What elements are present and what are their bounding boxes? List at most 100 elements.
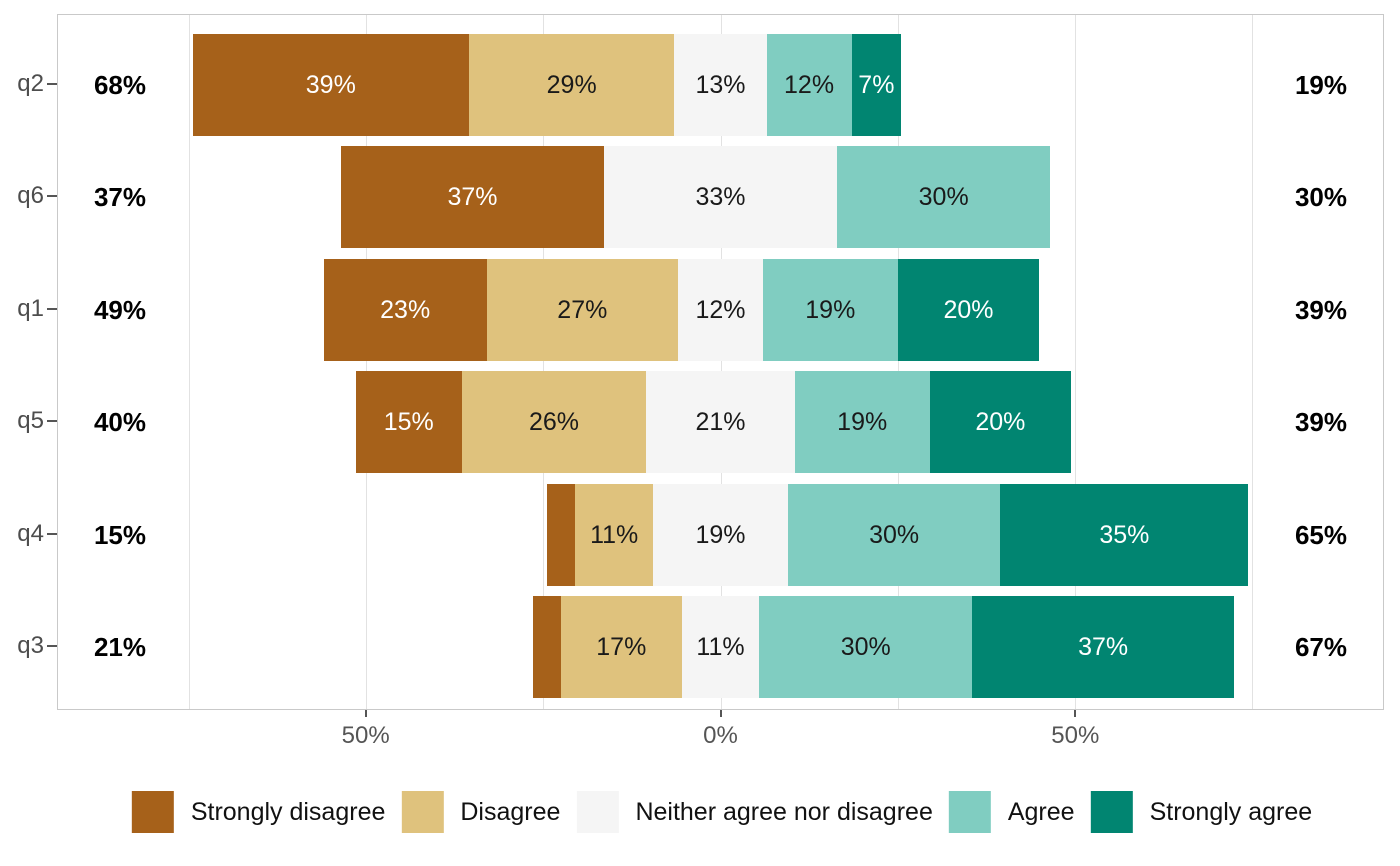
x-axis-tick [364, 710, 367, 717]
x-axis-tick [719, 710, 722, 717]
segment-agree: 12% [766, 34, 852, 136]
segment-value-label: 11% [590, 521, 639, 549]
segment-agree: 30% [837, 146, 1050, 248]
segment-value-label: 20% [943, 296, 994, 324]
segment-neither-agree-nor-disagree: 33% [603, 146, 838, 248]
segment-agree: 30% [759, 596, 973, 698]
segment-value-label: 19% [837, 408, 888, 436]
segment-value-label: 11% [696, 633, 745, 661]
segment-disagree: 29% [468, 34, 675, 136]
row-right-total: 30% [1294, 182, 1348, 212]
bar-row-q2: 68% 19% 39% 29% 13% 12% 7% [58, 34, 1383, 136]
segment-value-label: 27% [557, 296, 608, 324]
legend-label: Disagree [460, 797, 561, 826]
segment-value-label: 33% [695, 183, 746, 211]
segment-neither-agree-nor-disagree: 12% [677, 259, 763, 361]
segment-strongly-agree: 37% [972, 596, 1235, 698]
gridline [366, 15, 368, 709]
segment-value-label: 30% [869, 521, 920, 549]
segment-value-label: 23% [380, 296, 431, 324]
y-axis-label-q2: q2 [17, 70, 44, 97]
segment-strongly-disagree: 15% [355, 371, 462, 473]
legend-label: Neither agree nor disagree [635, 797, 933, 826]
y-axis-label-q4: q4 [17, 520, 44, 547]
gridline [720, 15, 722, 709]
legend-swatch [576, 791, 619, 833]
gridline [1074, 15, 1076, 709]
row-left-total: 68% [93, 70, 147, 100]
segment-strongly-disagree [532, 596, 562, 698]
segment-strongly-agree: 7% [851, 34, 902, 136]
segment-value-label: 26% [528, 408, 579, 436]
y-axis-tick [47, 308, 57, 310]
segment-agree: 19% [794, 371, 930, 473]
segment-strongly-agree: 35% [1000, 484, 1249, 586]
segment-disagree: 27% [486, 259, 678, 361]
gridline [897, 15, 899, 709]
bar-row-q1: 49% 39% 23% 27% 12% 19% 20% [58, 259, 1383, 361]
segment-agree: 30% [787, 484, 1001, 586]
x-axis-tick-label: 0% [703, 722, 738, 749]
bar-row-q4: 15% 65% 11% 19% 30% 35% [58, 484, 1383, 586]
segment-value-label: 15% [383, 408, 434, 436]
legend-swatch [1090, 791, 1133, 833]
row-left-total: 49% [93, 295, 147, 325]
segment-neither-agree-nor-disagree: 11% [681, 596, 760, 698]
segment-value-label: 21% [695, 408, 746, 436]
legend-swatch [131, 791, 174, 833]
row-left-total: 37% [93, 182, 147, 212]
segment-strongly-disagree [546, 484, 576, 586]
segment-disagree: 11% [575, 484, 654, 586]
segment-strongly-agree: 20% [929, 371, 1072, 473]
legend-label: Strongly disagree [190, 797, 386, 826]
legend-label: Agree [1007, 797, 1075, 826]
y-axis-tick [47, 83, 57, 85]
row-right-total: 65% [1294, 520, 1348, 550]
row-right-total: 19% [1294, 70, 1348, 100]
y-axis-label-q3: q3 [17, 632, 44, 659]
legend: Strongly disagree Disagree Neither agree n… [131, 791, 1313, 833]
segment-disagree: 17% [561, 596, 682, 698]
segment-value-label: 19% [805, 296, 856, 324]
x-axis-tick [1074, 710, 1077, 717]
segment-value-label: 39% [305, 71, 356, 99]
segment-strongly-disagree: 39% [192, 34, 469, 136]
row-left-total: 15% [93, 520, 147, 550]
segment-disagree: 26% [461, 371, 647, 473]
segment-value-label: 35% [1099, 521, 1150, 549]
segment-value-label: 19% [695, 521, 746, 549]
y-axis-label-q5: q5 [17, 407, 44, 434]
segment-value-label: 29% [546, 71, 597, 99]
row-left-total: 21% [93, 632, 147, 662]
segment-value-label: 30% [918, 183, 969, 211]
y-axis-tick [47, 645, 57, 647]
segment-neither-agree-nor-disagree: 21% [646, 371, 795, 473]
gridline [189, 15, 191, 709]
legend-swatch [401, 791, 444, 833]
segment-strongly-agree: 20% [897, 259, 1040, 361]
legend-label: Strongly agree [1149, 797, 1313, 826]
gridline [543, 15, 545, 709]
segment-value-label: 7% [858, 71, 895, 99]
segment-agree: 19% [763, 259, 898, 361]
segment-value-label: 37% [447, 183, 498, 211]
x-axis-tick-label: 50% [1051, 722, 1100, 749]
gridline [1251, 15, 1253, 709]
segment-value-label: 12% [695, 296, 746, 324]
bar-row-q5: 40% 39% 15% 26% 21% 19% 20% [58, 371, 1383, 473]
bar-row-q6: 37% 30% 37% 33% 30% [58, 146, 1383, 248]
legend-item-disagree: Disagree [401, 791, 560, 833]
y-axis-tick [47, 420, 57, 422]
legend-swatch [948, 791, 991, 833]
segment-value-label: 20% [975, 408, 1026, 436]
row-right-total: 67% [1294, 632, 1348, 662]
row-right-total: 39% [1294, 295, 1348, 325]
legend-item-agree: Agree [948, 791, 1075, 833]
legend-item-strongly-agree: Strongly agree [1090, 791, 1313, 833]
segment-neither-agree-nor-disagree: 19% [653, 484, 788, 586]
segment-value-label: 12% [784, 71, 835, 99]
segment-value-label: 17% [596, 633, 647, 661]
segment-value-label: 13% [695, 71, 746, 99]
y-axis-label-q6: q6 [17, 182, 44, 209]
